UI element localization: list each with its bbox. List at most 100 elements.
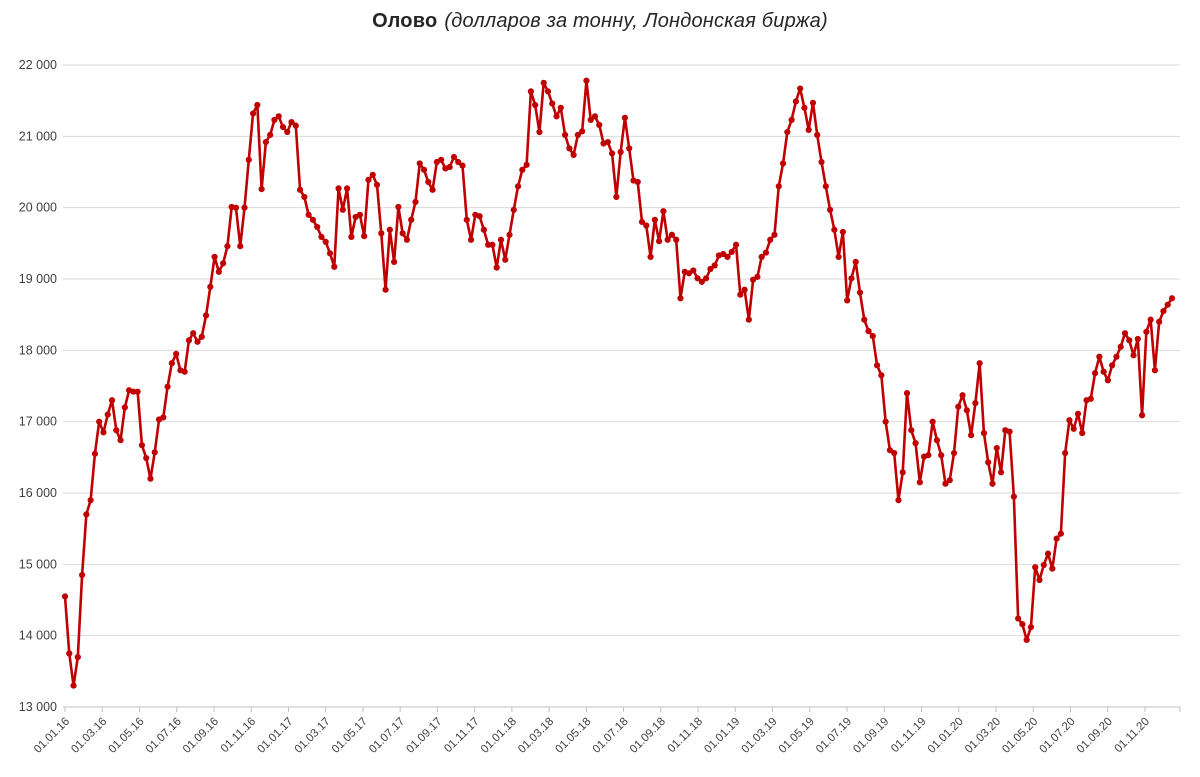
data-point-marker [241,204,248,211]
data-point-marker [856,289,864,296]
data-point-marker [335,185,342,192]
data-point-marker [826,206,834,213]
data-point-marker [561,131,569,139]
x-axis-label: 01.07.20 [1037,716,1077,756]
data-point-marker [378,230,385,237]
data-point-marker [523,161,530,168]
data-point-marker [87,497,94,504]
data-point-marker [1104,377,1111,384]
data-point-marker [553,113,560,120]
data-point-marker [121,404,128,411]
data-point-marker [643,222,650,229]
data-point-marker [96,418,103,425]
data-point-marker [279,123,287,131]
data-point-marker [527,88,534,95]
data-point-marker [348,233,355,241]
data-point-marker [1066,417,1073,424]
data-point-marker [711,262,718,269]
data-point-marker [784,128,791,136]
data-point-marker [1010,493,1017,500]
data-point-marker [839,228,846,236]
data-point-marker [656,238,663,245]
data-point-marker [895,497,902,504]
data-point-marker [113,427,120,434]
data-point-marker [485,241,492,248]
data-point-marker [258,186,265,193]
data-point-marker [963,407,970,414]
x-axis-label: 01.03.17 [293,716,333,756]
data-point-marker [467,236,475,243]
data-point-marker [181,368,188,375]
x-axis-label: 01.07.18 [591,716,631,756]
data-point-marker [549,100,556,107]
data-point-marker [1156,318,1163,325]
data-point-marker [408,216,415,223]
data-point-marker [1036,576,1043,584]
data-point-marker [557,104,564,111]
data-point-marker [677,295,684,302]
data-point-marker [361,233,368,240]
data-point-marker [130,388,137,395]
data-point-marker [844,297,851,304]
data-point-marker [1138,412,1146,419]
data-point-marker [767,236,774,243]
x-axis-label: 01.09.16 [181,716,221,756]
data-point-marker [668,231,676,238]
data-point-marker [1062,449,1069,457]
data-point-marker [980,429,988,437]
data-point-marker [566,145,573,152]
data-point-marker [946,477,953,484]
x-axis-label: 01.07.17 [367,716,407,756]
data-point-marker [237,243,244,250]
data-point-marker [455,158,462,166]
data-point-marker [74,653,81,661]
x-axis-label: 01.05.19 [777,716,817,756]
data-point-marker [613,193,620,201]
data-point-marker [108,397,116,404]
x-axis-label: 01.01.17 [255,716,295,756]
chart-title-subtitle: (долларов за тонну, Лондонская биржа) [444,10,828,32]
data-point-marker [1091,370,1099,377]
data-point-marker [899,469,906,476]
data-point-marker [1053,535,1060,542]
data-point-marker [493,264,500,271]
data-point-marker [249,110,257,117]
x-axis-label: 01.09.20 [1075,716,1115,756]
x-axis-label: 01.03.16 [69,716,109,756]
data-point-marker [891,449,898,457]
data-point-marker [878,372,885,379]
data-point-marker [173,350,180,357]
data-point-marker [391,258,398,265]
x-axis-label: 01.11.18 [666,716,706,756]
data-point-marker [245,156,252,163]
data-point-marker [912,439,919,447]
data-point-marker [809,99,817,106]
data-point-marker [664,236,671,243]
data-point-marker [220,260,227,267]
data-point-marker [1032,564,1039,571]
data-point-marker [779,160,787,167]
data-point-marker [544,88,552,95]
data-point-marker [459,162,466,169]
data-point-marker [1006,428,1013,435]
data-point-marker [1044,550,1052,557]
data-point-marker [775,183,782,190]
data-point-marker [198,333,205,340]
data-point-marker [1074,410,1082,417]
data-point-marker [497,236,505,243]
data-point-marker [339,206,346,213]
data-point-marker [865,327,872,335]
data-point-marker [314,223,321,231]
data-point-marker [938,452,945,459]
data-point-marker [117,437,124,444]
data-point-marker [70,682,77,689]
x-axis-label: 01.09.19 [851,716,891,756]
data-point-marker [79,571,86,579]
x-axis-label: 01.11.20 [1113,716,1153,756]
data-point-marker [296,186,304,193]
x-axis-label: 01.01.19 [702,716,742,756]
data-point-marker [822,183,829,190]
data-point-marker [570,151,577,158]
data-point-marker [873,362,881,369]
